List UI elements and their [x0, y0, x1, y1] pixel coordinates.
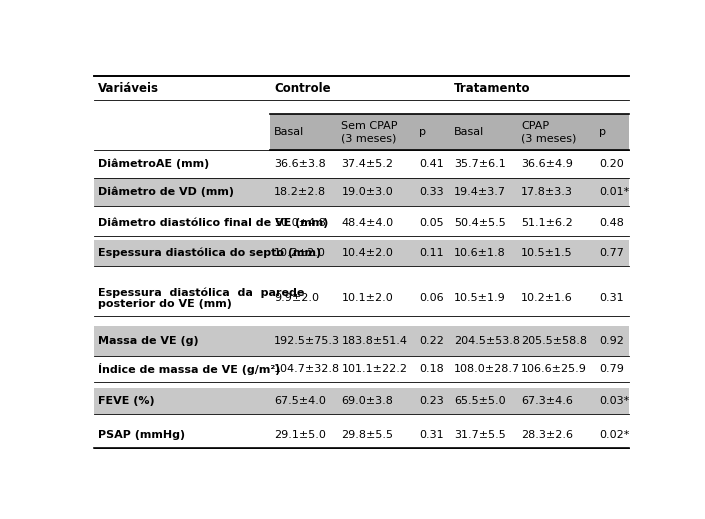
Bar — [94, 240, 629, 266]
Bar — [94, 76, 629, 100]
Text: 0.31: 0.31 — [419, 430, 444, 440]
Text: Variáveis: Variáveis — [98, 82, 159, 95]
Text: Diâmetro diastólico final de VE (mm): Diâmetro diastólico final de VE (mm) — [98, 218, 329, 228]
Text: p: p — [599, 127, 606, 137]
Bar — [94, 280, 629, 316]
Text: 9.9±2.0: 9.9±2.0 — [274, 293, 319, 303]
Text: Massa de VE (g): Massa de VE (g) — [98, 336, 199, 346]
Text: 10.4±2.0: 10.4±2.0 — [341, 248, 393, 258]
Bar — [94, 150, 629, 178]
Text: 106.6±25.9: 106.6±25.9 — [521, 364, 587, 374]
Text: 0.03*: 0.03* — [599, 396, 630, 406]
Text: 67.3±4.6: 67.3±4.6 — [521, 396, 573, 406]
Bar — [94, 388, 629, 414]
Bar — [270, 114, 337, 150]
Text: 183.8±51.4: 183.8±51.4 — [341, 336, 407, 346]
Text: 67.5±4.0: 67.5±4.0 — [274, 396, 326, 406]
Text: 37.4±5.2: 37.4±5.2 — [341, 159, 393, 169]
Text: 0.20: 0.20 — [599, 159, 624, 169]
Text: 10.1±2.0: 10.1±2.0 — [341, 293, 393, 303]
Text: Tratamento: Tratamento — [454, 82, 530, 95]
Text: 29.1±5.0: 29.1±5.0 — [274, 430, 326, 440]
Text: 0.79: 0.79 — [599, 364, 624, 374]
Text: p: p — [419, 127, 427, 137]
Text: 50.0±4.8: 50.0±4.8 — [274, 218, 326, 228]
Text: PSAP (mmHg): PSAP (mmHg) — [98, 430, 185, 440]
Text: 36.6±3.8: 36.6±3.8 — [274, 159, 326, 169]
Text: 0.05: 0.05 — [419, 218, 444, 228]
Bar — [94, 422, 629, 448]
Text: 0.06: 0.06 — [419, 293, 444, 303]
Text: 19.4±3.7: 19.4±3.7 — [454, 187, 505, 197]
Text: 192.5±75.3: 192.5±75.3 — [274, 336, 341, 346]
Text: 0.31: 0.31 — [599, 293, 624, 303]
Text: 29.8±5.5: 29.8±5.5 — [341, 430, 393, 440]
Text: 10.6±1.8: 10.6±1.8 — [454, 248, 505, 258]
Text: 0.77: 0.77 — [599, 248, 624, 258]
Text: 0.18: 0.18 — [419, 364, 444, 374]
Text: Diâmetro de VD (mm): Diâmetro de VD (mm) — [98, 187, 234, 197]
Text: 48.4±4.0: 48.4±4.0 — [341, 218, 393, 228]
Bar — [94, 210, 629, 236]
Text: Basal: Basal — [454, 127, 484, 137]
Bar — [94, 326, 629, 356]
Text: 0.11: 0.11 — [419, 248, 444, 258]
Text: 31.7±5.5: 31.7±5.5 — [454, 430, 505, 440]
Text: 0.48: 0.48 — [599, 218, 624, 228]
Text: Espessura  diastólica  da  parede
posterior do VE (mm): Espessura diastólica da parede posterior… — [98, 287, 305, 309]
Text: 36.6±4.9: 36.6±4.9 — [521, 159, 573, 169]
Text: FEVE (%): FEVE (%) — [98, 396, 154, 406]
Text: Índice de massa de VE (g/m²): Índice de massa de VE (g/m²) — [98, 363, 281, 375]
Text: 51.1±6.2: 51.1±6.2 — [521, 218, 573, 228]
Text: 17.8±3.3: 17.8±3.3 — [521, 187, 573, 197]
Text: 10.2±2.0: 10.2±2.0 — [274, 248, 326, 258]
Bar — [94, 114, 270, 150]
Text: Basal: Basal — [274, 127, 305, 137]
Text: 0.33: 0.33 — [419, 187, 444, 197]
Text: 69.0±3.8: 69.0±3.8 — [341, 396, 393, 406]
Text: 205.5±58.8: 205.5±58.8 — [521, 336, 587, 346]
Text: 28.3±2.6: 28.3±2.6 — [521, 430, 573, 440]
Text: 18.2±2.8: 18.2±2.8 — [274, 187, 326, 197]
Text: 50.4±5.5: 50.4±5.5 — [454, 218, 505, 228]
Text: Sem CPAP
(3 meses): Sem CPAP (3 meses) — [341, 121, 398, 143]
Text: 0.23: 0.23 — [419, 396, 444, 406]
Text: Espessura diastólica do septo (mm): Espessura diastólica do septo (mm) — [98, 248, 321, 258]
Text: 0.92: 0.92 — [599, 336, 624, 346]
Text: Controle: Controle — [274, 82, 331, 95]
Text: 0.41: 0.41 — [419, 159, 444, 169]
Text: 101.1±22.2: 101.1±22.2 — [341, 364, 407, 374]
Text: 0.01*: 0.01* — [599, 187, 630, 197]
Text: 10.5±1.5: 10.5±1.5 — [521, 248, 572, 258]
Text: DiâmetroAE (mm): DiâmetroAE (mm) — [98, 159, 209, 169]
Text: 0.02*: 0.02* — [599, 430, 630, 440]
Text: 65.5±5.0: 65.5±5.0 — [454, 396, 505, 406]
Text: 204.5±53.8: 204.5±53.8 — [454, 336, 520, 346]
Text: 0.22: 0.22 — [419, 336, 444, 346]
Text: 104.7±32.8: 104.7±32.8 — [274, 364, 341, 374]
Bar — [415, 114, 450, 150]
Text: 108.0±28.7: 108.0±28.7 — [454, 364, 520, 374]
Bar — [594, 114, 629, 150]
Text: CPAP
(3 meses): CPAP (3 meses) — [521, 121, 577, 143]
Text: 19.0±3.0: 19.0±3.0 — [341, 187, 393, 197]
Bar — [94, 356, 629, 382]
Text: 35.7±6.1: 35.7±6.1 — [454, 159, 505, 169]
Text: 10.2±1.6: 10.2±1.6 — [521, 293, 573, 303]
Bar — [517, 114, 594, 150]
Text: 10.5±1.9: 10.5±1.9 — [454, 293, 505, 303]
Bar — [337, 114, 415, 150]
Bar — [94, 178, 629, 206]
Bar — [450, 114, 517, 150]
